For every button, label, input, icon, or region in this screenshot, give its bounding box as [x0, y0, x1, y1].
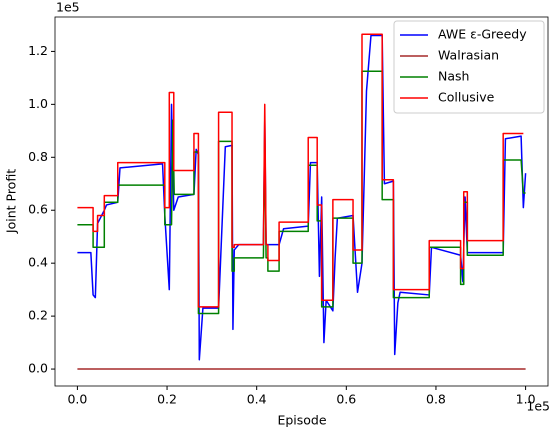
x-tick-label: 0.0 [67, 392, 87, 407]
plot-frame [54, 16, 549, 387]
legend-label: Collusive [438, 90, 495, 105]
legend-label: Walrasian [438, 48, 499, 63]
x-axis-label: Episode [277, 413, 326, 428]
x-tick-label: 0.6 [336, 392, 356, 407]
y-axis-label: Joint Profit [4, 169, 19, 234]
x-offset-label: 1e5 [526, 399, 550, 414]
x-tick-label: 0.8 [426, 392, 446, 407]
x-tick-label: 1.0 [516, 392, 536, 407]
legend-box [393, 20, 545, 114]
y-tick-label: 1.2 [28, 43, 48, 58]
series-line [77, 33, 524, 308]
x-tick-label: 0.2 [157, 392, 177, 407]
y-tick-label: 0.2 [28, 308, 48, 323]
y-tick-label: 1.0 [28, 96, 48, 111]
y-tick-label: 0.8 [28, 149, 48, 164]
y-tick-label: 0.4 [28, 255, 48, 270]
y-tick-label: 0.0 [28, 361, 48, 376]
y-offset-label: 1e5 [56, 0, 80, 15]
legend-label: Nash [438, 69, 469, 84]
y-tick-label: 0.6 [28, 202, 48, 217]
legend-label: AWE ε-Greedy [438, 27, 527, 42]
x-tick-label: 0.4 [247, 392, 267, 407]
